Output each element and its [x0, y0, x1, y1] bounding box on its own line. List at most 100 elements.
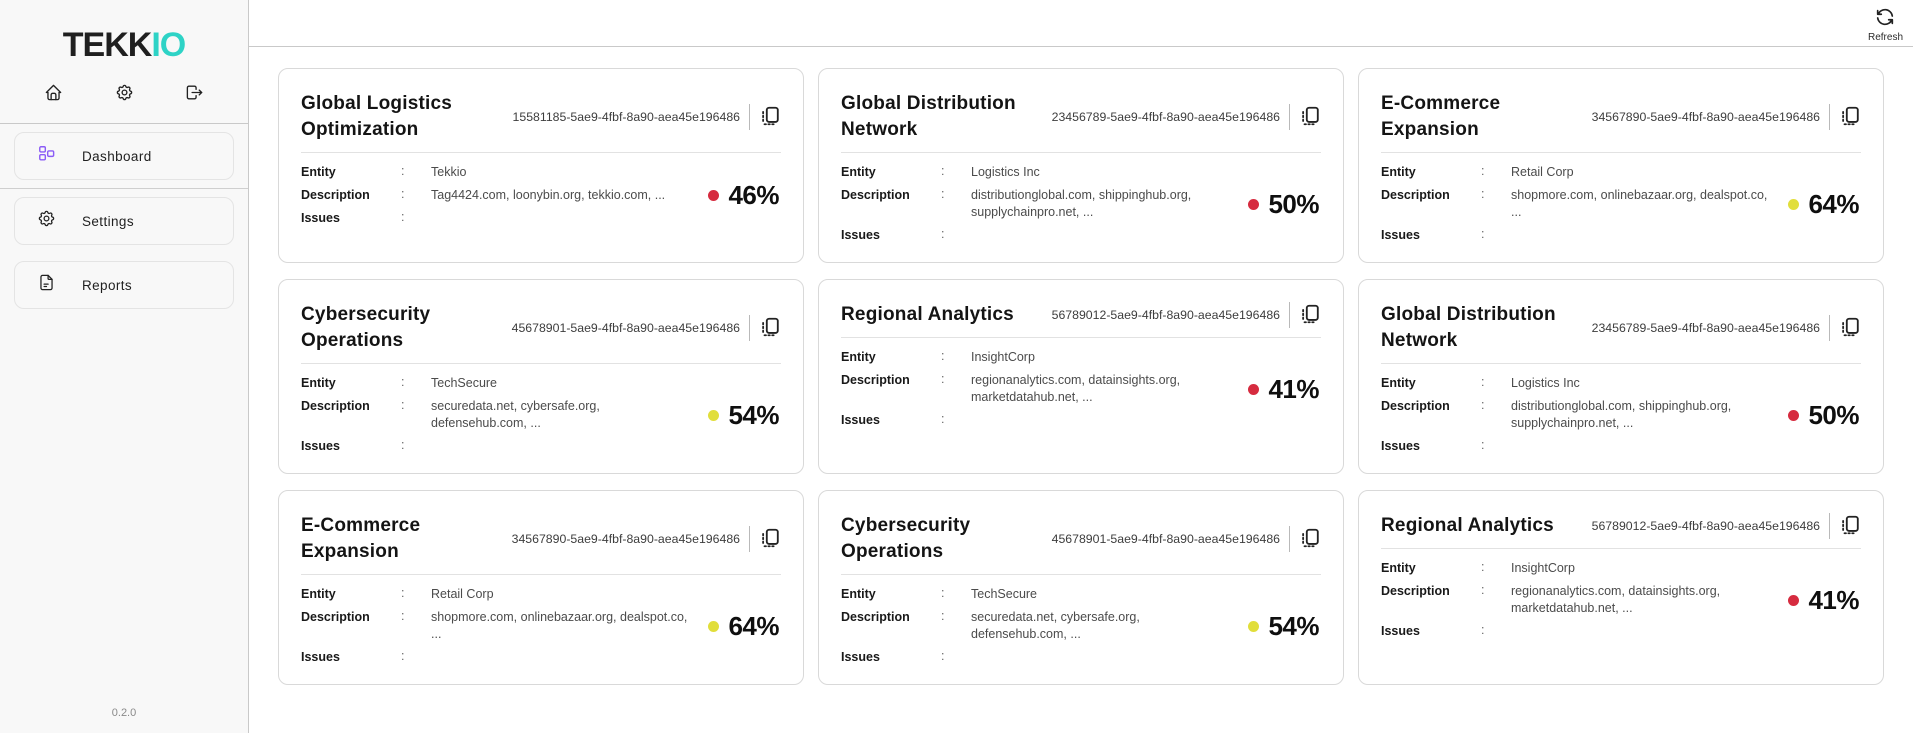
project-card[interactable]: Cybersecurity Operations 45678901-5ae9-4… [278, 279, 804, 474]
field-value-issues [431, 438, 693, 455]
card-title: Global Distribution Network [841, 93, 1016, 140]
project-card[interactable]: Cybersecurity Operations 45678901-5ae9-4… [818, 490, 1344, 685]
sidebar-header: TEKKIO [0, 0, 248, 124]
score-percent: 41% [1268, 373, 1319, 404]
copy-id-button[interactable] [1299, 303, 1321, 328]
colon: : [941, 609, 945, 623]
colon: : [941, 412, 945, 426]
logout-icon[interactable] [185, 83, 204, 102]
copy-id-button[interactable] [759, 316, 781, 341]
field-label-issues: Issues [841, 413, 880, 427]
field-label-description: Description [841, 373, 910, 387]
divider [841, 152, 1321, 153]
copy-id-button[interactable] [1839, 316, 1861, 341]
copy-id-button[interactable] [1839, 105, 1861, 130]
card-fields: Entity : Logistics Inc Description : dis… [841, 164, 1233, 244]
field-value-description: securedata.net, cybersafe.org, defensehu… [971, 610, 1140, 641]
field-value-description: shopmore.com, onlinebazaar.org, dealspot… [431, 610, 688, 641]
project-card[interactable]: Regional Analytics 56789012-5ae9-4fbf-8a… [818, 279, 1344, 474]
divider [1829, 315, 1830, 341]
project-card[interactable]: E-Commerce Expansion 34567890-5ae9-4fbf-… [278, 490, 804, 685]
divider [1289, 526, 1290, 552]
copy-id-button[interactable] [759, 527, 781, 552]
divider [1381, 152, 1861, 153]
copy-icon [1839, 316, 1861, 341]
copy-icon [759, 316, 781, 341]
gear-icon[interactable] [115, 83, 134, 102]
project-card[interactable]: Global Distribution Network 23456789-5ae… [818, 68, 1344, 263]
field-value-issues [431, 649, 693, 666]
field-value-issues [1511, 227, 1773, 244]
card-fields: Entity : Retail Corp Description : shopm… [1381, 164, 1773, 244]
field-label-entity: Entity [1381, 165, 1416, 179]
dashboard-content: Global Logistics Optimization 15581185-5… [249, 47, 1913, 733]
colon: : [941, 372, 945, 386]
colon: : [1481, 623, 1485, 637]
copy-id-button[interactable] [759, 105, 781, 130]
status-dot [1788, 409, 1800, 421]
score-block: 54% [1248, 611, 1321, 642]
colon: : [401, 210, 405, 224]
card-uuid: 34567890-5ae9-4fbf-8a90-aea45e196486 [1591, 110, 1820, 124]
field-value-entity: InsightCorp [1511, 561, 1575, 575]
divider [1829, 104, 1830, 130]
divider [841, 337, 1321, 338]
field-label-description: Description [1381, 584, 1450, 598]
copy-id-button[interactable] [1839, 514, 1861, 539]
score-percent: 64% [728, 610, 779, 641]
project-card[interactable]: Global Logistics Optimization 15581185-5… [278, 68, 804, 263]
field-value-entity: Retail Corp [1511, 165, 1574, 179]
divider [301, 574, 781, 575]
field-value-entity: TechSecure [971, 587, 1038, 601]
copy-id-button[interactable] [1299, 105, 1321, 130]
sidebar-item-settings[interactable]: Settings [14, 197, 234, 245]
divider [749, 526, 750, 552]
home-icon[interactable] [44, 83, 63, 102]
card-uuid: 34567890-5ae9-4fbf-8a90-aea45e196486 [511, 532, 740, 546]
copy-icon [1299, 105, 1321, 130]
sidebar-item-label: Dashboard [82, 148, 152, 164]
score-block: 41% [1788, 585, 1861, 616]
field-value-entity: Logistics Inc [971, 165, 1040, 179]
sidebar-item-dashboard[interactable]: Dashboard [14, 132, 234, 180]
field-label-description: Description [301, 188, 370, 202]
copy-id-button[interactable] [1299, 527, 1321, 552]
field-label-issues: Issues [1381, 439, 1420, 453]
field-value-description: distributionglobal.com, shippinghub.org,… [971, 188, 1192, 219]
sidebar-item-reports[interactable]: Reports [14, 261, 234, 309]
field-value-issues [971, 227, 1233, 244]
field-label-entity: Entity [301, 587, 336, 601]
card-fields: Entity : TechSecure Description : secure… [301, 375, 693, 455]
score-block: 41% [1248, 374, 1321, 405]
refresh-button[interactable]: Refresh [1868, 6, 1903, 43]
colon: : [401, 586, 405, 600]
project-card[interactable]: Global Distribution Network 23456789-5ae… [1358, 279, 1884, 474]
field-label-description: Description [301, 399, 370, 413]
card-uuid: 56789012-5ae9-4fbf-8a90-aea45e196486 [1051, 308, 1280, 322]
card-fields: Entity : InsightCorp Description : regio… [841, 349, 1233, 429]
copy-icon [759, 527, 781, 552]
field-value-description: Tag4424.com, loonybin.org, tekkio.com, .… [431, 188, 666, 202]
field-label-issues: Issues [301, 211, 340, 225]
field-value-entity: Tekkio [431, 165, 467, 179]
field-value-description: shopmore.com, onlinebazaar.org, dealspot… [1511, 188, 1768, 219]
divider [749, 315, 750, 341]
card-fields: Entity : Tekkio Description : Tag4424.co… [301, 164, 693, 227]
project-card[interactable]: E-Commerce Expansion 34567890-5ae9-4fbf-… [1358, 68, 1884, 263]
status-dot [1248, 620, 1260, 632]
field-label-entity: Entity [1381, 561, 1416, 575]
card-uuid: 56789012-5ae9-4fbf-8a90-aea45e196486 [1591, 519, 1820, 533]
card-title: Global Distribution Network [1381, 304, 1556, 351]
refresh-label: Refresh [1867, 32, 1903, 43]
divider [1289, 104, 1290, 130]
divider [1381, 548, 1861, 549]
colon: : [1481, 187, 1485, 201]
divider [1289, 302, 1290, 328]
field-label-description: Description [301, 610, 370, 624]
field-value-entity: InsightCorp [971, 350, 1035, 364]
project-card[interactable]: Regional Analytics 56789012-5ae9-4fbf-8a… [1358, 490, 1884, 685]
field-label-issues: Issues [1381, 228, 1420, 242]
sidebar-item-label: Reports [82, 277, 133, 293]
score-block: 64% [708, 611, 781, 642]
field-value-entity: Logistics Inc [1511, 376, 1580, 390]
